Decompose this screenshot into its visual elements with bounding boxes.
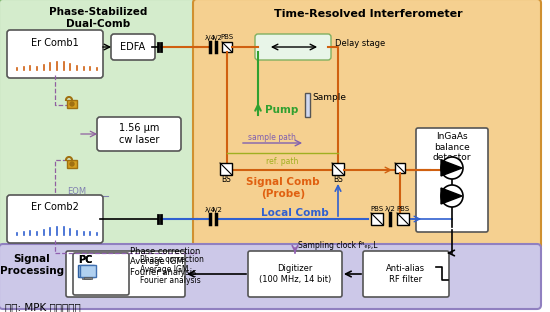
Text: PBS: PBS: [371, 206, 383, 212]
Polygon shape: [441, 188, 462, 204]
Text: λ/2: λ/2: [212, 35, 222, 41]
Text: λ/2: λ/2: [384, 206, 395, 212]
Bar: [220, 163, 232, 175]
FancyBboxPatch shape: [7, 30, 103, 78]
Text: EDFA: EDFA: [120, 42, 146, 52]
Text: EOM: EOM: [67, 188, 86, 197]
Bar: [305, 93, 310, 117]
Bar: [222, 42, 232, 52]
Text: BS: BS: [333, 174, 343, 183]
Text: Sampling clock fᴿₑₚ,L: Sampling clock fᴿₑₚ,L: [298, 241, 377, 251]
Circle shape: [70, 162, 74, 166]
Text: Phase correction
Average IGM
Fourier analysis: Phase correction Average IGM Fourier ana…: [130, 247, 200, 277]
Text: Digitizer
(100 MHz, 14 bit): Digitizer (100 MHz, 14 bit): [259, 264, 331, 284]
FancyBboxPatch shape: [255, 34, 331, 60]
Text: λ/4: λ/4: [205, 35, 216, 41]
Text: InGaAs
balance
detector: InGaAs balance detector: [433, 132, 471, 162]
FancyBboxPatch shape: [0, 0, 201, 250]
Text: Er Comb2: Er Comb2: [31, 202, 79, 212]
Text: λ/2: λ/2: [212, 207, 222, 213]
Text: Sample: Sample: [312, 93, 346, 102]
FancyBboxPatch shape: [7, 195, 103, 243]
Text: Signal Comb
(Probe): Signal Comb (Probe): [246, 177, 320, 199]
Circle shape: [441, 185, 463, 207]
Text: PBS: PBS: [397, 206, 410, 212]
Text: Delay stage: Delay stage: [335, 40, 385, 48]
FancyBboxPatch shape: [193, 0, 541, 250]
FancyBboxPatch shape: [73, 253, 129, 295]
Text: 1.56 μm
cw laser: 1.56 μm cw laser: [119, 123, 159, 145]
Bar: [80, 265, 96, 277]
Bar: [67, 160, 77, 168]
Circle shape: [70, 102, 74, 106]
Text: Pump: Pump: [265, 105, 298, 115]
FancyBboxPatch shape: [111, 34, 155, 60]
Text: ref. path: ref. path: [266, 157, 298, 165]
Bar: [395, 163, 405, 173]
Text: PBS: PBS: [221, 34, 234, 40]
Text: sample path: sample path: [248, 134, 296, 143]
Bar: [397, 213, 409, 225]
Bar: [67, 100, 77, 108]
Bar: [84, 277, 92, 279]
FancyBboxPatch shape: [97, 117, 181, 151]
FancyBboxPatch shape: [0, 244, 541, 309]
Circle shape: [441, 157, 463, 179]
Text: Phase correction
Average IGM
Fourier analysis: Phase correction Average IGM Fourier ana…: [140, 255, 204, 285]
Text: Time-Resolved Interferometer: Time-Resolved Interferometer: [274, 9, 463, 19]
Text: PC: PC: [78, 255, 92, 265]
Text: λ/4: λ/4: [205, 207, 216, 213]
FancyBboxPatch shape: [66, 251, 185, 297]
Bar: [82, 277, 90, 279]
Text: Local Comb: Local Comb: [261, 208, 329, 218]
Text: Signal
Processing: Signal Processing: [0, 254, 64, 276]
Bar: [371, 213, 383, 225]
Bar: [332, 163, 344, 175]
FancyBboxPatch shape: [248, 251, 342, 297]
FancyBboxPatch shape: [416, 128, 488, 232]
Text: BS: BS: [221, 174, 231, 183]
Polygon shape: [441, 160, 462, 176]
Text: Er Comb1: Er Comb1: [31, 38, 79, 48]
Text: 자료: MPK 공동기획팀: 자료: MPK 공동기획팀: [5, 302, 81, 312]
Text: Anti-alias
RF filter: Anti-alias RF filter: [387, 264, 426, 284]
Bar: [78, 265, 94, 277]
Text: PC: PC: [78, 255, 92, 265]
Text: Phase-Stabilized
Dual-Comb: Phase-Stabilized Dual-Comb: [49, 7, 147, 29]
FancyBboxPatch shape: [363, 251, 449, 297]
